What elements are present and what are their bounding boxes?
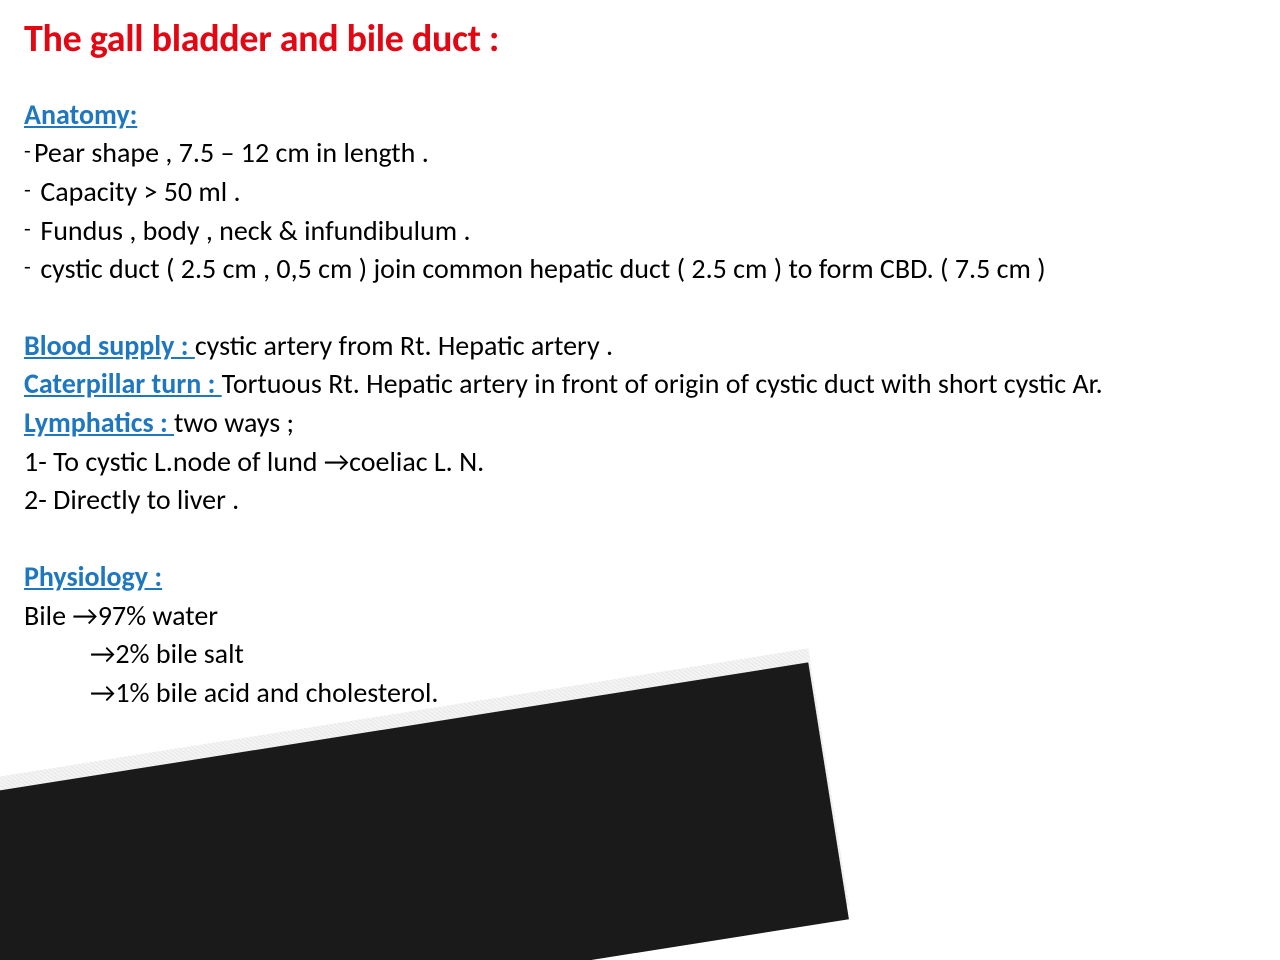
anatomy-line-1: -Pear shape , 7.5 – 12 cm in length . xyxy=(24,134,1256,173)
anatomy-text-1: Pear shape , 7.5 – 12 cm in length . xyxy=(34,135,429,170)
anatomy-text-3: Fundus , body , neck & infundibulum . xyxy=(34,213,471,248)
lymphatics-item-2: 2- Directly to liver . xyxy=(24,481,1256,520)
anatomy-text-2: Capacity > 50 ml . xyxy=(34,174,241,209)
spacer xyxy=(24,520,1256,558)
blood-supply-heading: Blood supply : xyxy=(24,328,195,363)
anatomy-line-3: - Fundus , body , neck & infundibulum . xyxy=(24,212,1256,251)
physiology-item-1: →2% bile salt xyxy=(24,635,1256,674)
physiology-heading: Physiology : xyxy=(24,559,162,594)
lymphatics-lead: two ways ; xyxy=(174,405,294,440)
lymphatics-line: Lymphatics : two ways ; xyxy=(24,404,1256,443)
blood-supply-text: cystic artery from Rt. Hepatic artery . xyxy=(195,328,613,363)
dash-icon: - xyxy=(24,252,34,282)
anatomy-line-2: - Capacity > 50 ml . xyxy=(24,173,1256,212)
physiology-heading-line: Physiology : xyxy=(24,558,1256,597)
dash-icon: - xyxy=(24,214,34,244)
slide: The gall bladder and bile duct : Anatomy… xyxy=(0,0,1280,960)
anatomy-heading: Anatomy: xyxy=(24,97,137,132)
anatomy-line-4: - cystic duct ( 2.5 cm , 0,5 cm ) join c… xyxy=(24,250,1256,289)
slide-body: Anatomy: -Pear shape , 7.5 – 12 cm in le… xyxy=(24,96,1256,713)
anatomy-heading-line: Anatomy: xyxy=(24,96,1256,135)
dash-icon: - xyxy=(24,136,34,166)
caterpillar-text: Tortuous Rt. Hepatic artery in front of … xyxy=(222,366,1103,401)
caterpillar-heading: Caterpillar turn : xyxy=(24,366,222,401)
lymphatics-heading: Lymphatics : xyxy=(24,405,174,440)
caterpillar-line: Caterpillar turn : Tortuous Rt. Hepatic … xyxy=(24,365,1256,404)
blood-supply-line: Blood supply : cystic artery from Rt. He… xyxy=(24,327,1256,366)
slide-title: The gall bladder and bile duct : xyxy=(24,18,1256,62)
anatomy-text-4: cystic duct ( 2.5 cm , 0,5 cm ) join com… xyxy=(34,251,1046,286)
physiology-lead: Bile →97% water xyxy=(24,597,1256,636)
spacer xyxy=(24,289,1256,327)
lymphatics-item-1: 1- To cystic L.node of lund →coeliac L. … xyxy=(24,443,1256,482)
dash-icon: - xyxy=(24,175,34,205)
